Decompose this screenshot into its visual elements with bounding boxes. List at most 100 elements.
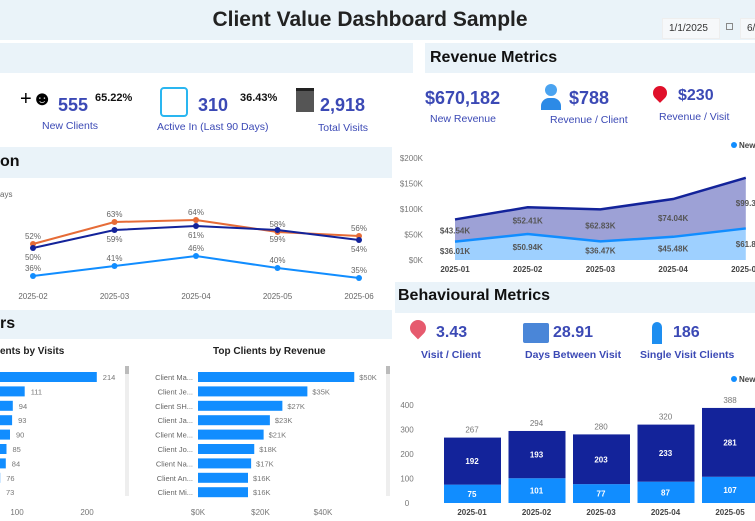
line-point (111, 219, 118, 225)
category-label: Client Ja... (158, 416, 193, 425)
line-point (193, 253, 199, 259)
total-label: 388 (723, 396, 737, 405)
category-label: Client SH... (155, 402, 193, 411)
behavioural-title: Behavioural Metrics (398, 287, 551, 304)
x-tick-label: 2025-03 (586, 265, 616, 274)
category-label: Client Jo... (158, 445, 193, 454)
bar (198, 458, 252, 469)
bar (0, 415, 13, 426)
new-revenue-value: $670,182 (425, 88, 501, 108)
total-label: 320 (659, 413, 673, 422)
top-clients-bar-charts: 214 111 94 93 90 85 84 76 73 100 200 Client Ma... $5… (0, 366, 390, 517)
line-point (274, 265, 281, 271)
bar (0, 386, 25, 397)
visit-per-client-label: Visit / Client (421, 349, 481, 361)
data-label: $16K (253, 488, 271, 497)
x-tick-label: 2025-05 (263, 292, 293, 301)
calendar-icon[interactable] (726, 23, 733, 30)
bar-segment (573, 434, 630, 485)
retention-title: on (0, 153, 20, 170)
data-label: 107 (723, 486, 737, 495)
x-tick-label: 2025-02 (522, 508, 552, 517)
data-label: 192 (465, 457, 479, 466)
data-label: 93 (18, 416, 26, 425)
x-tick-label: 2025-02 (513, 265, 543, 274)
scrollbar-thumb (125, 366, 129, 374)
bar-segment (637, 481, 695, 503)
x-tick-label: 2025-03 (586, 508, 616, 517)
data-label: 75 (468, 490, 477, 499)
bar-segment (444, 437, 501, 485)
x-tick-label: 2025-04 (651, 508, 681, 517)
user-icon (541, 84, 561, 110)
data-label: $74.04K (658, 214, 688, 223)
add-user-icon: +☻ (20, 88, 53, 110)
y-tick-label: $50K (404, 231, 423, 240)
data-label: 36% (25, 264, 41, 273)
data-label: $35K (312, 387, 330, 396)
data-label: 77 (597, 490, 606, 499)
revenue-per-client-value: $788 (569, 88, 610, 108)
x-tick-label: 2025-02 (18, 292, 48, 301)
x-tick-label: $0K (191, 508, 206, 517)
data-label: $52.41K (513, 217, 543, 226)
y-tick-label: 300 (400, 426, 414, 435)
revenue-metrics-header (425, 43, 755, 73)
area-line-upper (454, 176, 747, 221)
data-label: $62.83K (585, 221, 615, 230)
area-line-lower (454, 227, 746, 243)
data-label: 61% (188, 231, 204, 240)
line-point (30, 273, 36, 279)
x-tick-label: 2025-05 (715, 508, 745, 517)
bar (0, 458, 6, 469)
data-label: 76 (6, 474, 14, 483)
map-pin-icon (650, 83, 670, 103)
data-label: 203 (594, 455, 608, 464)
active-clients-pct: 36.43% (240, 92, 278, 104)
data-label: 193 (530, 451, 544, 460)
revenue-per-visit-label: Revenue / Visit (659, 111, 730, 123)
revenue-per-visit-value: $230 (678, 87, 714, 104)
single-visit-clients-label: Single Visit Clients (640, 349, 735, 361)
bar (198, 372, 355, 382)
data-label: 41% (106, 254, 122, 263)
x-tick-label: 2025-04 (658, 265, 688, 274)
total-visits-value: 2,918 (320, 95, 366, 115)
retention-header (0, 147, 392, 178)
data-label: 73 (6, 488, 14, 497)
active-clients-label: Active In (Last 90 Days) (157, 121, 269, 133)
data-label: 85 (13, 445, 21, 454)
y-tick-label: $150K (400, 180, 424, 189)
retention-line-chart: 52% 63% 64% 58% 56% 50% 59% 61% 59% 54% 36% 41% 46% 4… (18, 208, 374, 301)
x-tick-label: $20K (251, 508, 270, 517)
bar (0, 372, 97, 382)
data-label: $18K (259, 445, 277, 454)
data-label: $17K (256, 459, 274, 468)
bar-segment (573, 484, 630, 503)
page-title: Client Value Dashboard Sample (212, 8, 528, 31)
line-point (111, 263, 118, 269)
scrollbar (386, 366, 390, 496)
bar-segment (702, 407, 755, 477)
data-label: 59% (269, 235, 285, 244)
scrollbar-thumb (386, 366, 390, 374)
revenue-per-client-label: Revenue / Client (550, 114, 628, 126)
retention-legend: ays (0, 190, 13, 199)
start-date-input[interactable]: 1/1/2025 (662, 18, 720, 39)
data-label: 87 (661, 488, 670, 497)
category-label: Client Je... (158, 387, 193, 396)
y-tick-label: $200K (400, 154, 424, 163)
end-date-input[interactable]: 6/ (740, 18, 755, 39)
data-label: 94 (19, 402, 27, 411)
data-label: 56% (351, 224, 367, 233)
data-label: $50.94K (513, 243, 543, 252)
data-label: 46% (188, 244, 204, 253)
data-label: $16K (253, 474, 271, 483)
total-label: 294 (530, 419, 544, 428)
x-tick-label: $40K (314, 508, 333, 517)
data-label: $36.01K (440, 247, 470, 256)
data-label: $43.54K (440, 227, 470, 236)
line-series (32, 254, 360, 279)
data-label: 35% (351, 266, 367, 275)
bar (0, 400, 13, 411)
